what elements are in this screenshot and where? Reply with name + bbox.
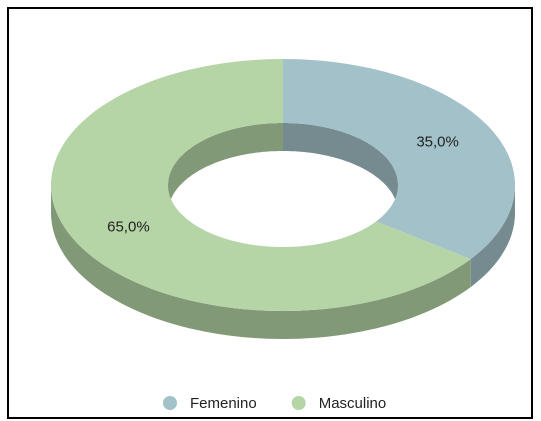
data-label: 35,0% (416, 133, 459, 150)
labels: 35,0% 65,0% (107, 133, 459, 235)
data-label: 65,0% (107, 219, 150, 236)
slice-side (51, 185, 471, 339)
slice-inner-side (168, 123, 283, 213)
slice (283, 59, 515, 260)
slice-side (470, 185, 515, 288)
legend: Femenino Masculino (163, 395, 386, 412)
walls (51, 123, 515, 339)
slice (51, 59, 471, 311)
slice-inner-side (283, 123, 398, 213)
legend-label: Masculino (319, 395, 387, 412)
legend-label: Femenino (190, 395, 257, 412)
slices (51, 59, 515, 311)
legend-swatch (291, 396, 306, 410)
legend-swatch (163, 396, 177, 410)
